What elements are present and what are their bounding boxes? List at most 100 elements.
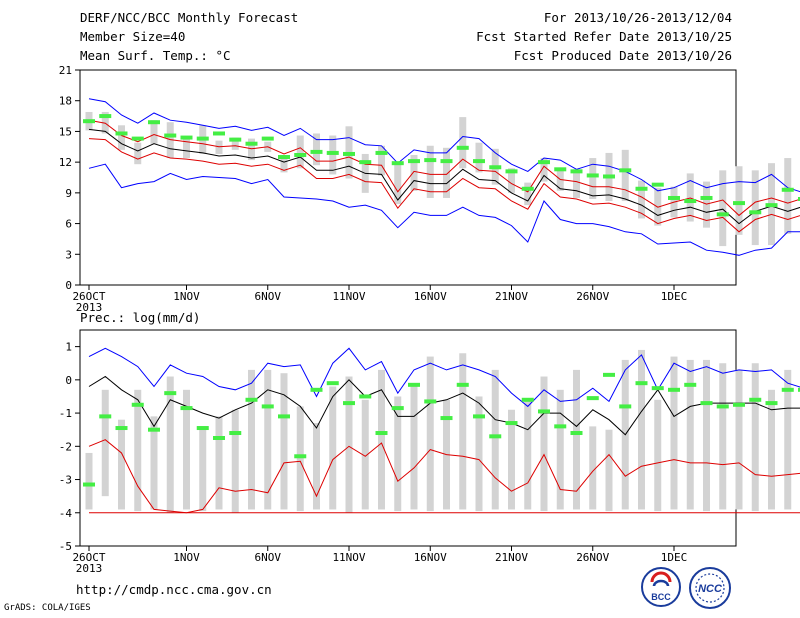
temp-x-tick-label: 26NOV: [576, 290, 609, 303]
temp-median-marker: [359, 160, 372, 165]
temp-range-bar: [686, 173, 694, 222]
chart-title: DERF/NCC/BCC Monthly Forecast: [80, 10, 299, 25]
temperature-variable-label: Mean Surf. Temp.: °C: [80, 48, 231, 63]
prec-median-marker: [489, 434, 502, 439]
prec-median-marker: [326, 381, 339, 386]
prec-median-marker: [391, 406, 404, 411]
temp-median-marker: [700, 195, 713, 200]
temp-range-bar: [475, 142, 483, 173]
prec-range-bar: [508, 409, 515, 510]
temp-median-marker: [391, 161, 404, 166]
temp-median-marker: [505, 169, 518, 174]
prec-median-marker: [375, 431, 388, 436]
forecast-start-date-label: Fcst Started Refer Date 2013/10/25: [476, 29, 732, 44]
prec-range-bar: [605, 429, 613, 512]
prec-median-marker: [781, 387, 794, 392]
prec-median-marker: [278, 414, 290, 419]
prec-range-bar: [556, 389, 564, 510]
prec-range-bar: [248, 369, 255, 510]
temp-median-marker: [538, 160, 550, 165]
temp-x-tick-label: 16NOV: [414, 290, 447, 303]
temp-range-bar: [703, 181, 710, 228]
temp-median-marker: [716, 212, 729, 217]
prec-range-bar: [751, 363, 759, 512]
temp-range-bar: [524, 182, 532, 206]
temp-y-tick-label: 0: [65, 279, 72, 292]
temp-range-bar: [394, 164, 402, 205]
temp-median-marker: [635, 186, 648, 191]
prec-median-marker: [521, 397, 534, 402]
prec-median-marker: [229, 431, 242, 436]
ncc-logo-text: NCC: [698, 583, 723, 595]
temp-range-bar: [280, 156, 288, 173]
prec-range-bar: [329, 386, 337, 510]
temp-range-bar: [719, 170, 727, 247]
temp-lower-spread-line: [88, 138, 800, 233]
temp-median-marker: [424, 158, 437, 163]
prec-range-bar: [589, 426, 597, 510]
temp-median-marker: [651, 182, 664, 187]
prec-median-marker: [196, 426, 209, 431]
temp-x-tick-label: 26OCT: [72, 290, 105, 303]
prec-range-bar: [784, 369, 792, 510]
temp-range-bar: [248, 138, 255, 161]
prec-range-bar: [410, 386, 418, 510]
temp-y-tick-label: 9: [65, 187, 72, 200]
temp-range-bar: [508, 168, 515, 193]
prec-median-marker: [164, 391, 177, 396]
temp-range-bar: [296, 135, 304, 169]
prec-range-bar: [768, 389, 775, 510]
prec-median-marker: [131, 402, 144, 407]
temp-range-bar: [231, 137, 239, 150]
temp-median-marker: [375, 150, 388, 155]
temp-median-marker: [326, 150, 339, 155]
prec-y-tick-label: -5: [59, 540, 72, 553]
prec-range-bar: [313, 423, 320, 510]
prec-median-marker: [733, 402, 745, 407]
prec-range-bar: [719, 363, 727, 510]
temp-x-tick-label: 11NOV: [332, 290, 365, 303]
temp-median-marker: [781, 187, 794, 192]
prec-median-marker: [408, 382, 420, 387]
temp-range-bar: [540, 158, 548, 182]
prec-median-marker: [749, 397, 762, 402]
prec-median-marker: [294, 454, 307, 459]
temp-range-bar: [621, 149, 629, 202]
temp-median-marker: [310, 149, 323, 154]
prec-range-bar: [638, 349, 645, 510]
prec-range-bar: [686, 359, 694, 510]
prec-median-marker: [343, 401, 355, 406]
temp-median-marker: [456, 145, 469, 150]
temp-median-marker: [668, 195, 680, 200]
prec-range-bar: [264, 369, 272, 510]
prec-range-bar: [524, 399, 532, 510]
prec-median-marker: [505, 421, 518, 426]
temp-median-marker: [180, 135, 193, 140]
prec-range-bar: [378, 369, 385, 510]
temp-median-marker: [749, 210, 762, 215]
temp-median-marker: [278, 155, 290, 160]
temp-range-bar: [573, 169, 580, 198]
prec-range-bar: [345, 376, 353, 513]
temp-range-bar: [784, 158, 792, 234]
website-url[interactable]: http://cmdp.ncc.cma.gov.cn: [76, 582, 272, 597]
temp-x-tick-label: 1DEC: [661, 290, 688, 303]
forecast-produced-date-label: Fcst Produced Date 2013/10/26: [513, 48, 732, 63]
temp-x-tick-label: 1NOV: [173, 290, 200, 303]
temp-y-tick-label: 3: [65, 248, 72, 261]
temp-median-marker: [131, 136, 144, 141]
prec-median-marker: [798, 387, 800, 392]
temp-range-bar: [443, 147, 450, 198]
temp-x-tick-label: 21NOV: [495, 290, 528, 303]
temp-range-bar: [735, 166, 743, 235]
temp-range-bar: [313, 133, 320, 166]
prec-median-marker: [456, 382, 469, 387]
temp-median-marker: [684, 199, 697, 204]
temp-median-marker: [473, 159, 485, 164]
prec-median-marker: [310, 387, 323, 392]
temp-x-tick-label: 6NOV: [255, 290, 282, 303]
prec-range-bar: [573, 369, 580, 510]
temp-min-line: [88, 163, 800, 256]
prec-x-tick-label: 26NOV: [576, 551, 609, 564]
